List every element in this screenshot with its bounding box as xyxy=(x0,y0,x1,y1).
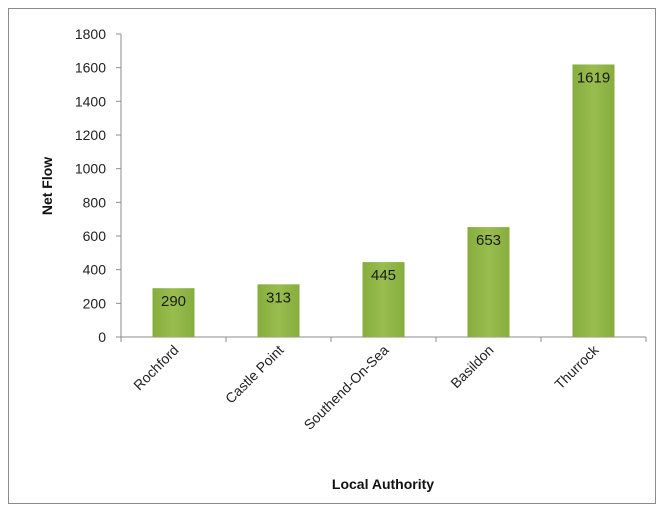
x-axis-title: Local Authority xyxy=(332,476,434,492)
y-tick-label: 1200 xyxy=(75,127,106,143)
data-label: 1619 xyxy=(577,69,610,86)
data-label: 653 xyxy=(476,232,501,249)
y-axis: 0 200 400 600 800 1000 1200 1400 1600 1800 xyxy=(75,26,122,345)
y-tick-label: 800 xyxy=(83,194,107,210)
data-labels: 290 313 445 653 1619 xyxy=(161,69,610,310)
x-tick-label: Rochford xyxy=(130,342,181,393)
bar xyxy=(152,288,195,337)
data-label: 445 xyxy=(371,267,396,284)
y-tick-label: 400 xyxy=(83,262,107,278)
y-tick-label: 1600 xyxy=(75,60,106,76)
y-tick-label: 1800 xyxy=(75,26,106,42)
data-label: 313 xyxy=(266,289,291,306)
chart-frame xyxy=(8,8,656,504)
x-tick-label: Castle Point xyxy=(222,342,287,407)
bar xyxy=(362,262,405,337)
y-axis-title: Net Flow xyxy=(39,157,55,215)
bar xyxy=(572,64,615,338)
y-tick-label: 1400 xyxy=(75,93,106,109)
y-tick-label: 600 xyxy=(83,228,107,244)
x-axis: Rochford Castle Point Southend-On-Sea Basil… xyxy=(120,336,647,433)
x-tick-label: Basildon xyxy=(447,342,496,391)
data-label: 290 xyxy=(161,293,186,310)
bar xyxy=(467,227,510,337)
x-tick-label: Thurrock xyxy=(551,341,602,392)
bars xyxy=(152,64,615,338)
y-tick-label: 0 xyxy=(98,329,106,345)
x-tick-label: Southend-On-Sea xyxy=(301,342,392,433)
y-tick-label: 1000 xyxy=(75,161,106,177)
y-tick-label: 200 xyxy=(83,295,107,311)
bar xyxy=(257,284,300,337)
